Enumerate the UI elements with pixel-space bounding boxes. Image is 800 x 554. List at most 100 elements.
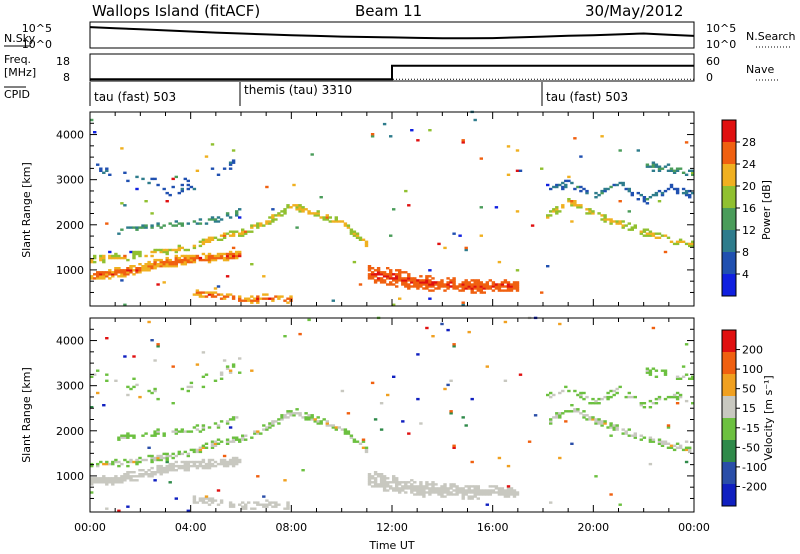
heatmap-cell (165, 466, 169, 470)
heatmap-cell (138, 254, 142, 258)
heatmap-cell (277, 214, 281, 217)
heatmap-cell (600, 422, 604, 425)
heatmap-cell (210, 446, 215, 449)
heatmap-cell (657, 167, 662, 170)
heatmap-cell (225, 295, 230, 298)
heatmap-cell (461, 289, 465, 292)
heatmap-cell (509, 487, 514, 490)
heatmap-cell (135, 458, 139, 462)
heatmap-cell (518, 169, 523, 172)
heatmap-cell (488, 493, 492, 496)
heatmap-cell (591, 402, 595, 405)
heatmap-cell (207, 426, 212, 429)
heatmap-cell (440, 285, 444, 288)
heatmap-cell (367, 479, 372, 482)
heatmap-cell (488, 285, 492, 288)
heatmap-cell (304, 208, 308, 211)
heatmap-cell (177, 466, 181, 470)
heatmap-cell (268, 220, 272, 223)
heatmap-cell (283, 507, 287, 510)
heatmap-cell (651, 232, 656, 235)
heatmap-cell (509, 491, 514, 494)
heatmap-cell (654, 369, 659, 372)
heatmap-cell (177, 450, 181, 454)
heatmap-cell (286, 507, 290, 510)
heatmap-cell (422, 485, 426, 488)
heatmap-cell (446, 285, 450, 288)
colorbar-tick-label: 28 (742, 136, 756, 149)
heatmap-cell (455, 491, 459, 494)
heatmap-cell (265, 428, 269, 431)
heatmap-cell (286, 416, 290, 419)
heatmap-cell (117, 267, 121, 270)
heatmap-cell (99, 258, 103, 262)
heatmap-cell (216, 252, 221, 256)
heatmap-cell (666, 187, 671, 191)
heatmap-cell (627, 434, 631, 437)
heatmap-cell (186, 452, 190, 456)
heatmap-cell (301, 416, 305, 419)
heatmap-cell (117, 436, 121, 439)
heatmap-cell (428, 491, 432, 494)
heatmap-cell (443, 487, 447, 490)
heatmap-cell (642, 198, 647, 201)
heatmap-cell (180, 460, 184, 464)
heatmap-cell (153, 432, 157, 435)
heatmap-cell (289, 410, 293, 413)
heatmap-cell (307, 414, 311, 417)
heatmap-cell (473, 495, 477, 498)
heatmap-cell (241, 234, 245, 237)
heatmap-cell (675, 395, 680, 399)
heatmap-cell (147, 320, 151, 324)
heatmap-cell (295, 226, 299, 229)
heatmap-cell (250, 224, 254, 227)
heatmap-cell (180, 254, 184, 258)
heatmap-cell (618, 385, 622, 389)
heatmap-cell (672, 395, 677, 399)
heatmap-cell (379, 271, 384, 274)
heatmap-cell (250, 299, 254, 302)
y-tick-label: 4000 (56, 129, 84, 142)
heatmap-cell (144, 265, 148, 268)
heatmap-cell (183, 466, 187, 470)
heatmap-cell (624, 395, 628, 399)
heatmap-cell (114, 267, 118, 270)
heatmap-cell (594, 191, 598, 195)
heatmap-cell (549, 501, 553, 504)
heatmap-cell (582, 391, 586, 395)
heatmap-cell (201, 499, 206, 502)
heatmap-cell (588, 212, 592, 215)
heatmap-cell (639, 438, 643, 441)
heatmap-cell (235, 256, 239, 260)
heatmap-cell (334, 428, 338, 431)
heatmap-cell (253, 501, 257, 504)
heatmap-cell (555, 208, 559, 211)
heatmap-cell (138, 395, 142, 399)
heatmap-cell (147, 389, 151, 393)
heatmap-cell (207, 464, 212, 468)
heatmap-cell (334, 220, 338, 223)
heatmap-cell (558, 456, 562, 460)
heatmap-cell (210, 499, 215, 502)
heatmap-cell (328, 220, 332, 223)
heatmap-cell (343, 222, 348, 225)
heatmap-cell (165, 265, 169, 268)
heatmap-cell (132, 377, 136, 380)
heatmap-cell (132, 385, 136, 389)
heatmap-cell (358, 236, 363, 239)
heatmap-cell (503, 491, 508, 494)
heatmap-cell (180, 263, 184, 266)
heatmap-cell (198, 258, 203, 262)
heatmap-cell (431, 335, 435, 338)
heatmap-cell (123, 436, 127, 439)
heatmap-cell (651, 234, 656, 237)
heatmap-cell (159, 250, 163, 254)
heatmap-cell (313, 420, 317, 423)
heatmap-cell (138, 456, 142, 460)
heatmap-cell (615, 387, 619, 391)
heatmap-cell (138, 469, 142, 472)
heatmap-cell (111, 254, 115, 258)
heatmap-cell (292, 414, 296, 417)
heatmap-cell (645, 371, 650, 374)
